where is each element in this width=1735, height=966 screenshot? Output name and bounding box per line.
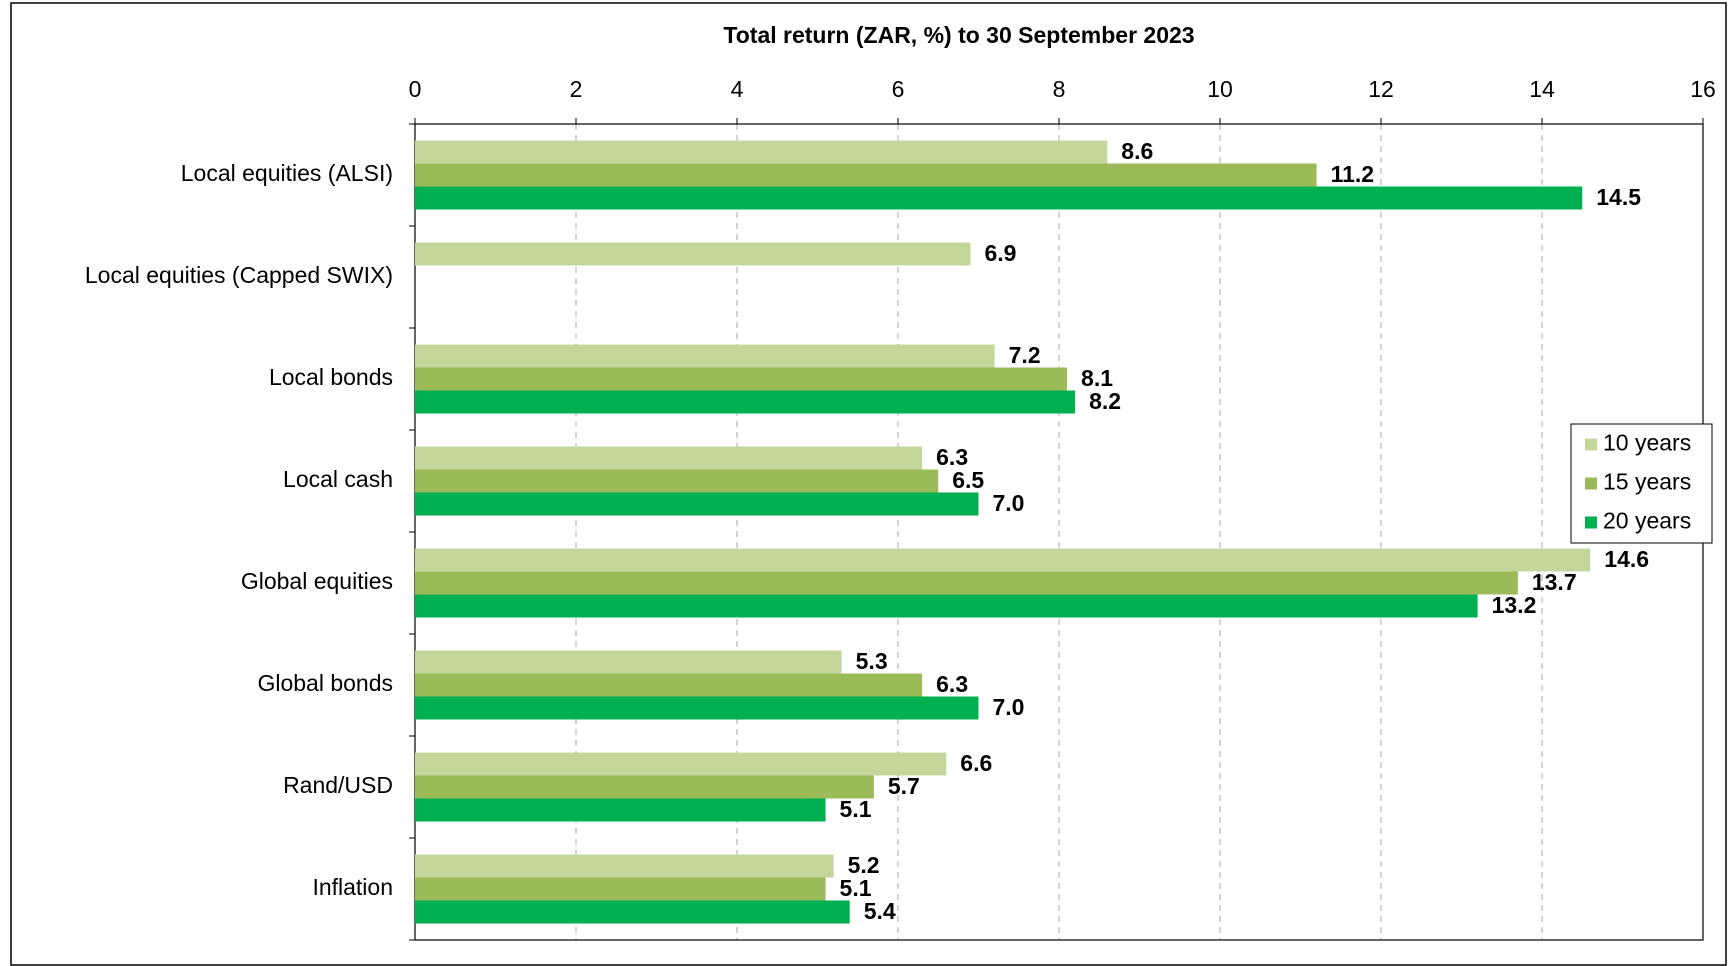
value-label: 6.3 (936, 671, 968, 697)
legend-swatch (1585, 477, 1597, 490)
legend-swatch (1585, 438, 1597, 451)
x-tick-label: 14 (1529, 76, 1555, 102)
value-label: 8.6 (1121, 138, 1153, 164)
bar (415, 877, 826, 901)
value-label: 11.2 (1331, 161, 1375, 187)
y-tick-label: Local cash (283, 466, 393, 492)
legend-label: 20 years (1603, 508, 1691, 534)
y-tick-label: Local equities (ALSI) (181, 160, 393, 186)
value-label: 5.7 (888, 773, 920, 799)
value-label: 5.1 (840, 796, 872, 822)
value-label: 14.6 (1604, 546, 1649, 572)
value-label: 8.1 (1081, 365, 1113, 391)
legend-label: 10 years (1603, 430, 1691, 456)
y-tick-label: Rand/USD (283, 772, 393, 798)
bar (415, 650, 842, 674)
x-tick-label: 16 (1690, 76, 1716, 102)
bar (415, 163, 1317, 187)
bar (415, 186, 1583, 210)
value-label: 13.7 (1532, 569, 1577, 595)
value-label: 7.0 (993, 694, 1025, 720)
value-label: 14.5 (1596, 184, 1641, 210)
chart-title: Total return (ZAR, %) to 30 September 20… (723, 22, 1194, 48)
value-label: 5.4 (864, 898, 896, 924)
x-tick-label: 6 (892, 76, 905, 102)
value-label: 6.5 (952, 467, 984, 493)
legend-label: 15 years (1603, 469, 1691, 495)
value-label: 5.1 (840, 875, 872, 901)
y-tick-label: Global equities (241, 568, 393, 594)
x-tick-label: 4 (731, 76, 744, 102)
bar (415, 571, 1518, 595)
y-tick-label: Global bonds (257, 670, 393, 696)
value-label: 6.9 (984, 240, 1016, 266)
bar (415, 752, 947, 776)
x-tick-label: 12 (1368, 76, 1394, 102)
y-tick-label: Local bonds (269, 364, 393, 390)
bar (415, 548, 1591, 572)
x-tick-label: 10 (1207, 76, 1233, 102)
y-tick-label: Inflation (312, 874, 393, 900)
bar (415, 775, 874, 799)
value-label: 6.3 (936, 444, 968, 470)
value-label: 5.2 (848, 852, 880, 878)
bar (415, 854, 834, 878)
bar (415, 492, 979, 516)
bar (415, 140, 1108, 164)
x-tick-label: 2 (570, 76, 583, 102)
value-label: 7.0 (993, 490, 1025, 516)
bar (415, 900, 850, 924)
bar (415, 673, 923, 697)
bar (415, 446, 923, 470)
value-label: 13.2 (1492, 592, 1537, 618)
bar (415, 242, 971, 266)
value-label: 7.2 (1009, 342, 1041, 368)
value-label: 6.6 (960, 750, 992, 776)
bar (415, 594, 1478, 618)
bar (415, 696, 979, 720)
value-label: 8.2 (1089, 388, 1121, 414)
value-label: 5.3 (856, 648, 888, 674)
bar (415, 367, 1068, 391)
y-tick-label: Local equities (Capped SWIX) (85, 262, 393, 288)
legend-swatch (1585, 516, 1597, 529)
bar (415, 344, 995, 368)
x-tick-label: 0 (409, 76, 422, 102)
bar (415, 469, 939, 493)
x-tick-label: 8 (1053, 76, 1066, 102)
bar (415, 798, 826, 822)
bar (415, 390, 1076, 414)
